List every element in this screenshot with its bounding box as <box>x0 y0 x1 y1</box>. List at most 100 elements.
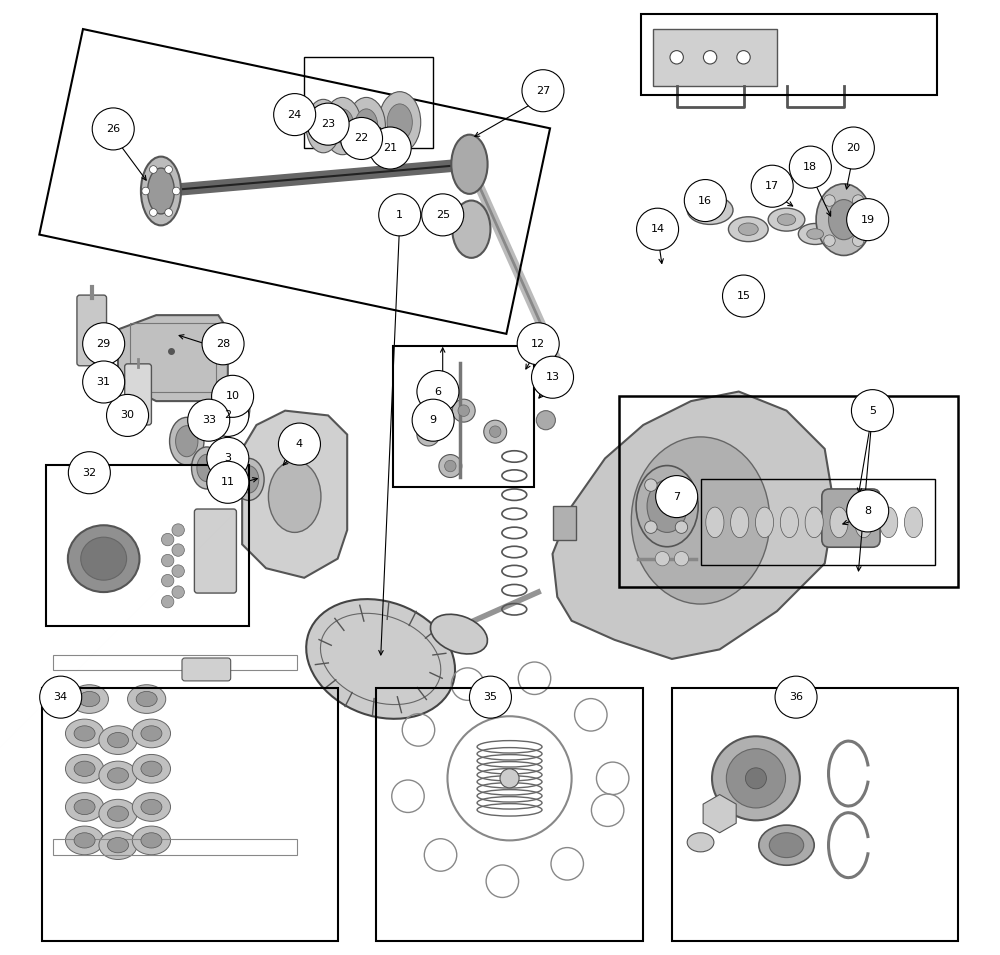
Circle shape <box>379 194 421 236</box>
Circle shape <box>92 108 134 150</box>
Circle shape <box>161 596 174 608</box>
Text: 32: 32 <box>82 468 96 478</box>
Ellipse shape <box>81 537 127 580</box>
Circle shape <box>832 127 874 169</box>
Ellipse shape <box>631 436 770 604</box>
Text: 20: 20 <box>846 143 860 153</box>
Ellipse shape <box>712 736 800 820</box>
Ellipse shape <box>687 196 733 224</box>
Ellipse shape <box>687 833 714 852</box>
Ellipse shape <box>65 754 104 783</box>
Circle shape <box>165 209 172 217</box>
Circle shape <box>150 209 157 217</box>
Ellipse shape <box>830 507 848 538</box>
FancyBboxPatch shape <box>194 509 236 593</box>
Circle shape <box>789 146 831 188</box>
Ellipse shape <box>439 455 462 478</box>
Ellipse shape <box>880 507 898 538</box>
Circle shape <box>107 394 149 436</box>
Polygon shape <box>118 315 228 401</box>
Circle shape <box>656 476 698 518</box>
Ellipse shape <box>79 691 100 707</box>
Ellipse shape <box>215 385 250 433</box>
FancyBboxPatch shape <box>822 489 880 547</box>
Circle shape <box>161 554 174 567</box>
Text: 3: 3 <box>224 454 231 463</box>
Ellipse shape <box>726 749 786 808</box>
Ellipse shape <box>745 768 766 789</box>
Ellipse shape <box>675 478 688 491</box>
Ellipse shape <box>824 195 835 206</box>
Text: 5: 5 <box>869 406 876 415</box>
Ellipse shape <box>107 838 129 853</box>
Circle shape <box>723 275 765 317</box>
Ellipse shape <box>347 97 385 155</box>
Circle shape <box>212 375 254 417</box>
Circle shape <box>469 676 511 718</box>
Ellipse shape <box>805 507 823 538</box>
Ellipse shape <box>674 551 689 565</box>
Circle shape <box>847 199 889 241</box>
Circle shape <box>851 390 893 432</box>
Text: 24: 24 <box>288 110 302 119</box>
Circle shape <box>522 70 564 112</box>
Ellipse shape <box>780 507 798 538</box>
Text: 7: 7 <box>673 492 680 501</box>
Text: 21: 21 <box>383 143 397 153</box>
Ellipse shape <box>197 455 217 481</box>
Text: 26: 26 <box>106 124 120 134</box>
Ellipse shape <box>759 825 814 865</box>
Ellipse shape <box>852 235 864 246</box>
Ellipse shape <box>65 826 104 855</box>
Circle shape <box>775 676 817 718</box>
Bar <box>42 688 338 941</box>
Ellipse shape <box>430 614 487 654</box>
Ellipse shape <box>306 599 455 719</box>
Circle shape <box>703 51 717 64</box>
Text: 2: 2 <box>224 411 231 420</box>
Circle shape <box>274 94 316 136</box>
Circle shape <box>684 180 726 222</box>
Ellipse shape <box>306 99 341 153</box>
Circle shape <box>83 323 125 365</box>
Text: 1: 1 <box>396 210 403 220</box>
Ellipse shape <box>484 420 507 443</box>
Ellipse shape <box>855 507 873 538</box>
Ellipse shape <box>777 214 796 225</box>
Text: 9: 9 <box>430 415 437 425</box>
Circle shape <box>172 585 184 598</box>
Circle shape <box>207 394 249 436</box>
Circle shape <box>172 523 184 536</box>
Ellipse shape <box>728 217 768 242</box>
Ellipse shape <box>313 110 334 142</box>
Ellipse shape <box>136 691 157 707</box>
Ellipse shape <box>99 831 137 860</box>
Ellipse shape <box>132 754 171 783</box>
Text: 13: 13 <box>546 372 560 382</box>
Text: 8: 8 <box>864 506 871 516</box>
Circle shape <box>737 51 750 64</box>
Ellipse shape <box>70 685 108 713</box>
Ellipse shape <box>141 761 162 776</box>
Circle shape <box>188 399 230 441</box>
Ellipse shape <box>132 826 171 855</box>
Ellipse shape <box>141 726 162 741</box>
Text: 4: 4 <box>296 439 303 449</box>
Ellipse shape <box>379 92 421 153</box>
Circle shape <box>670 51 683 64</box>
Circle shape <box>202 323 244 365</box>
Circle shape <box>68 452 110 494</box>
Bar <box>376 688 643 941</box>
Text: 17: 17 <box>765 181 779 191</box>
Circle shape <box>161 533 174 545</box>
Circle shape <box>172 544 184 556</box>
Text: 25: 25 <box>436 210 450 220</box>
Ellipse shape <box>829 200 859 240</box>
Circle shape <box>40 676 82 718</box>
Ellipse shape <box>99 761 137 790</box>
Ellipse shape <box>533 370 558 394</box>
Ellipse shape <box>170 417 204 465</box>
Ellipse shape <box>655 551 670 565</box>
Bar <box>672 688 958 941</box>
Text: 23: 23 <box>321 119 335 129</box>
